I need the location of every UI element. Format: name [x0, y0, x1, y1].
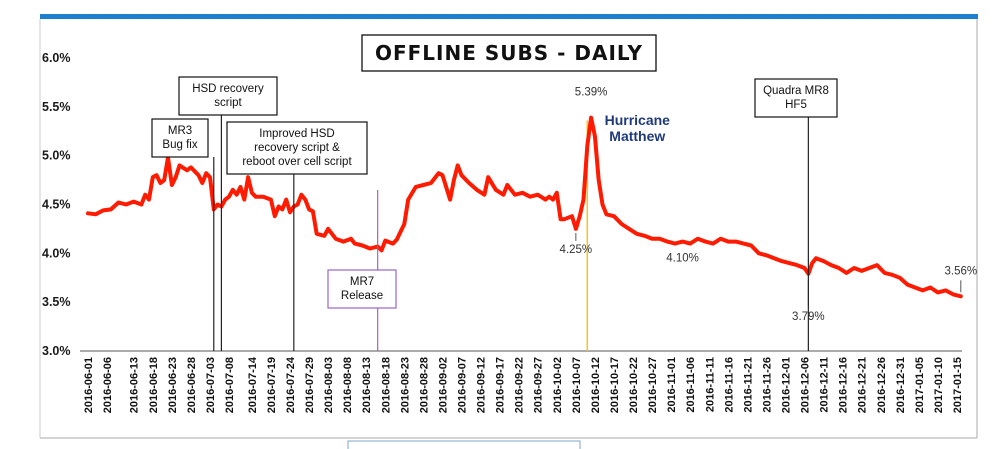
- x-tick-label: 2016-12-31: [895, 357, 907, 413]
- x-tick-label: 2016-11-26: [761, 357, 773, 413]
- x-tick-label: 2016-08-28: [418, 357, 430, 413]
- annotation-box: [327, 269, 397, 309]
- x-tick-label: 2016-10-17: [609, 357, 621, 413]
- annotation-box: [151, 118, 209, 158]
- x-tick-label: 2016-11-16: [723, 357, 735, 413]
- chart-title: OFFLINE SUBS - DAILY: [375, 41, 643, 65]
- annotation-text: Quadra MR8: [763, 85, 829, 97]
- x-tick-label: 2016-08-08: [342, 357, 354, 413]
- x-tick-label: 2016-06-28: [186, 357, 198, 413]
- series-line: [86, 115, 963, 299]
- hurricane-label: Matthew: [609, 128, 665, 144]
- annotation-text: recovery script &: [254, 142, 340, 154]
- annotation-box: [226, 121, 368, 175]
- x-tick-label: 2016-09-12: [476, 357, 488, 413]
- series-layer: [86, 115, 963, 299]
- x-tick-label: 2016-12-21: [857, 357, 869, 413]
- x-tick-label: 2016-08-03: [323, 357, 335, 413]
- x-tick-label: 2016-07-29: [304, 357, 316, 413]
- x-tick-label: 2016-07-03: [205, 357, 217, 413]
- y-tick-label: 5.0%: [42, 149, 71, 163]
- y-tick-label: 3.5%: [42, 295, 71, 309]
- point-label: 5.39%: [575, 87, 608, 99]
- x-tick-label: 2016-06-13: [129, 357, 141, 413]
- x-tick-label: 2016-09-27: [533, 357, 545, 413]
- x-tick-label: 2016-06-18: [148, 357, 160, 413]
- annotation-text: MR7: [350, 276, 374, 288]
- x-tick-label: 2016-10-27: [647, 357, 659, 413]
- x-tick-label: 2016-12-11: [819, 357, 831, 413]
- x-tick-label: 2017-01-15: [952, 357, 964, 413]
- annotation-text: reboot over cell script: [242, 156, 352, 168]
- x-tick-label: 2016-06-06: [102, 357, 114, 413]
- annotation-text: Improved HSD: [259, 128, 334, 140]
- x-tick-label: 2016-10-07: [571, 357, 583, 413]
- x-tick-label: 2016-09-17: [495, 357, 507, 413]
- x-tick-label: 2016-08-13: [361, 357, 373, 413]
- annotation-box: [754, 78, 838, 118]
- y-tick-label: 4.5%: [42, 198, 71, 212]
- bottom-partial-box: [347, 440, 581, 449]
- x-tick-label: 2016-11-11: [704, 357, 716, 412]
- x-tick-label: 2016-11-21: [742, 357, 754, 413]
- x-tick-label: 2016-07-08: [224, 357, 236, 413]
- x-tick-label: 2016-10-12: [590, 357, 602, 413]
- y-tick-label: 6.0%: [42, 51, 71, 65]
- hurricane-label: Hurricane: [605, 112, 671, 128]
- x-tick-label: 2016-06-01: [83, 357, 95, 413]
- annotation-text: Bug fix: [162, 139, 197, 151]
- x-tick-label: 2016-08-23: [399, 357, 411, 413]
- x-tick-label: 2016-10-22: [628, 357, 640, 413]
- x-tick-label: 2016-07-24: [285, 356, 297, 413]
- point-label: 4.25%: [560, 244, 593, 256]
- annotation-text: script: [214, 97, 242, 109]
- x-tick-label: 2016-09-07: [457, 357, 469, 413]
- x-tick-label: 2017-01-05: [914, 357, 926, 413]
- x-tick-label: 2016-08-18: [380, 357, 392, 413]
- y-tick-label: 5.5%: [42, 100, 71, 114]
- x-tick-label: 2017-01-10: [933, 357, 945, 413]
- point-label: 4.10%: [666, 253, 699, 265]
- x-tick-label: 2016-07-14: [247, 356, 259, 413]
- annotation-text: MR3: [168, 125, 192, 137]
- annotation-layer: MR3 Bug fix HSD recovery script Improved HSD…: [151, 76, 838, 351]
- annotation-text: HF5: [785, 99, 807, 111]
- annotation-box: [178, 76, 278, 116]
- label-layer: 5.39%4.25%4.10%3.79%3.56%: [560, 87, 978, 323]
- x-tick-label: 2016-12-06: [800, 357, 812, 413]
- annotation-text: HSD recovery: [192, 83, 264, 95]
- x-tick-label: 2016-10-02: [552, 357, 564, 413]
- title-box: [361, 34, 657, 72]
- x-tick-label: 2016-07-19: [266, 357, 278, 413]
- y-tick-label: 3.0%: [42, 344, 71, 358]
- x-tick-label: 2016-11-01: [666, 357, 678, 413]
- top-rule: [40, 14, 978, 19]
- axis-layer: 6.0% 5.5% 5.0% 4.5% 4.0% 3.5% 3.0% 2016-06-01 20…: [42, 51, 964, 413]
- x-tick-label: 2016-12-01: [780, 357, 792, 413]
- point-label: 3.56%: [945, 265, 978, 277]
- x-tick-label: 2016-06-23: [167, 357, 179, 413]
- x-tick-label: 2016-12-26: [876, 357, 888, 413]
- y-tick-label: 4.0%: [42, 246, 71, 260]
- x-tick-label: 2016-09-22: [514, 357, 526, 413]
- annotation-text: Release: [341, 290, 383, 302]
- x-tick-label: 2016-11-06: [685, 357, 697, 413]
- x-tick-label: 2016-12-16: [838, 357, 850, 413]
- x-tick-label: 2016-09-02: [437, 357, 449, 413]
